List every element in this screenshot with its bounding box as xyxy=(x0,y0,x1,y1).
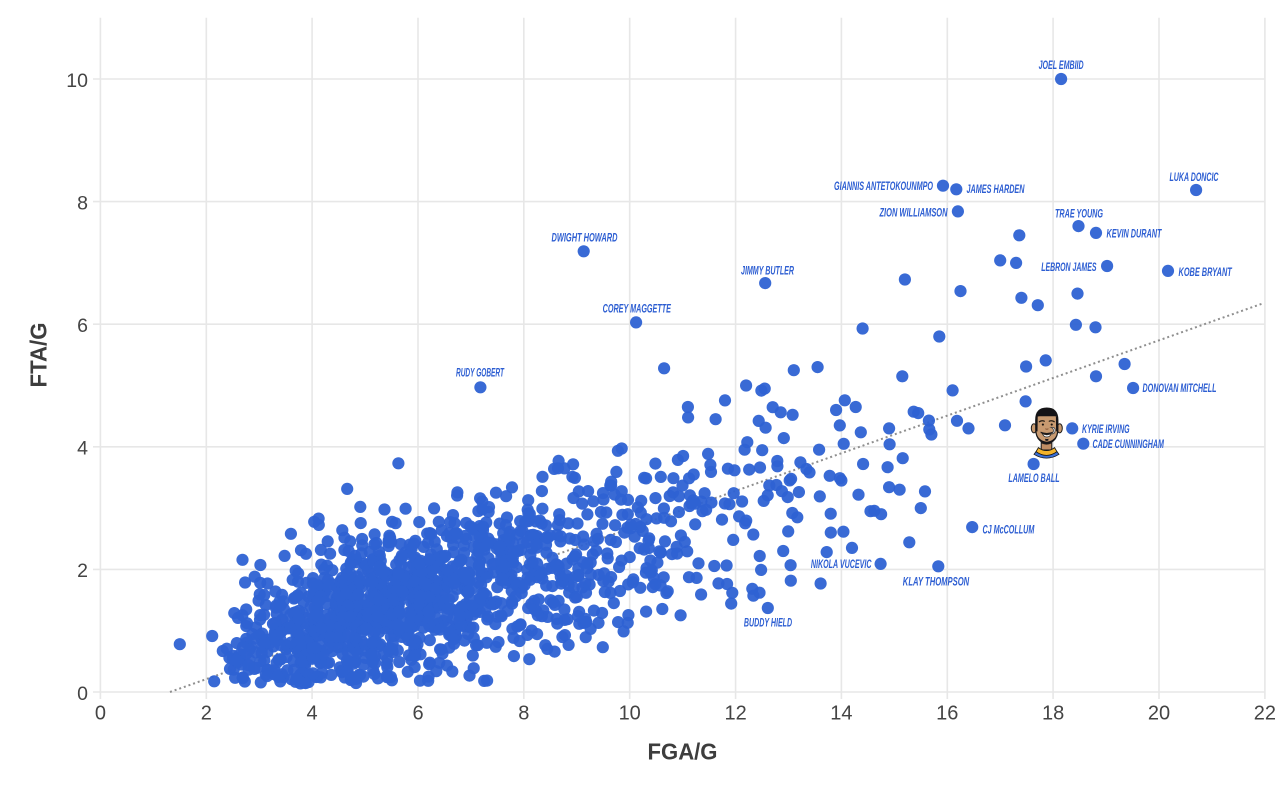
svg-text:KLAY THOMPSON: KLAY THOMPSON xyxy=(903,575,970,589)
svg-text:ZION WILLIAMSON: ZION WILLIAMSON xyxy=(879,206,948,220)
svg-text:4: 4 xyxy=(307,703,318,725)
svg-text:LEBRON JAMES: LEBRON JAMES xyxy=(1041,260,1097,274)
svg-text:12: 12 xyxy=(724,703,746,725)
svg-text:DONOVAN MITCHELL: DONOVAN MITCHELL xyxy=(1143,381,1217,395)
svg-text:JOEL EMBIID: JOEL EMBIID xyxy=(1039,58,1084,72)
svg-text:14: 14 xyxy=(830,703,852,725)
svg-text:BUDDY HIELD: BUDDY HIELD xyxy=(744,615,792,629)
svg-text:RUDY GOBERT: RUDY GOBERT xyxy=(456,366,505,380)
svg-text:20: 20 xyxy=(1148,703,1170,725)
svg-text:COREY MAGGETTE: COREY MAGGETTE xyxy=(603,302,672,316)
svg-text:10: 10 xyxy=(619,703,641,725)
svg-text:DWIGHT HOWARD: DWIGHT HOWARD xyxy=(552,231,618,245)
svg-text:18: 18 xyxy=(1042,703,1064,725)
svg-text:10: 10 xyxy=(66,70,88,92)
svg-text:22: 22 xyxy=(1254,703,1276,725)
svg-text:4: 4 xyxy=(77,438,88,460)
svg-text:KEVIN DURANT: KEVIN DURANT xyxy=(1107,227,1163,241)
svg-text:JAMES HARDEN: JAMES HARDEN xyxy=(967,182,1026,196)
svg-text:6: 6 xyxy=(412,703,423,725)
svg-text:LAMELO BALL: LAMELO BALL xyxy=(1008,471,1059,485)
svg-text:GIANNIS ANTETOKOUNMPO: GIANNIS ANTETOKOUNMPO xyxy=(834,179,933,193)
svg-text:8: 8 xyxy=(518,703,529,725)
svg-text:FTA/G: FTA/G xyxy=(26,323,52,388)
svg-text:6: 6 xyxy=(77,315,88,337)
svg-text:TRAE YOUNG: TRAE YOUNG xyxy=(1055,207,1103,221)
svg-text:CADE CUNNINGHAM: CADE CUNNINGHAM xyxy=(1093,437,1165,451)
svg-text:FGA/G: FGA/G xyxy=(648,738,718,764)
svg-text:KYRIE IRVING: KYRIE IRVING xyxy=(1082,422,1130,436)
svg-text:0: 0 xyxy=(77,683,88,705)
svg-text:KOBE BRYANT: KOBE BRYANT xyxy=(1179,265,1233,279)
svg-text:LUKA DONCIC: LUKA DONCIC xyxy=(1170,170,1220,184)
svg-text:2: 2 xyxy=(77,560,88,582)
svg-text:0: 0 xyxy=(95,703,106,725)
svg-text:CJ McCOLLUM: CJ McCOLLUM xyxy=(983,523,1035,537)
svg-text:NIKOLA VUCEVIC: NIKOLA VUCEVIC xyxy=(811,557,872,571)
svg-text:16: 16 xyxy=(936,703,958,725)
svg-text:JIMMY BUTLER: JIMMY BUTLER xyxy=(741,264,794,278)
svg-text:2: 2 xyxy=(201,703,212,725)
svg-text:8: 8 xyxy=(77,192,88,214)
